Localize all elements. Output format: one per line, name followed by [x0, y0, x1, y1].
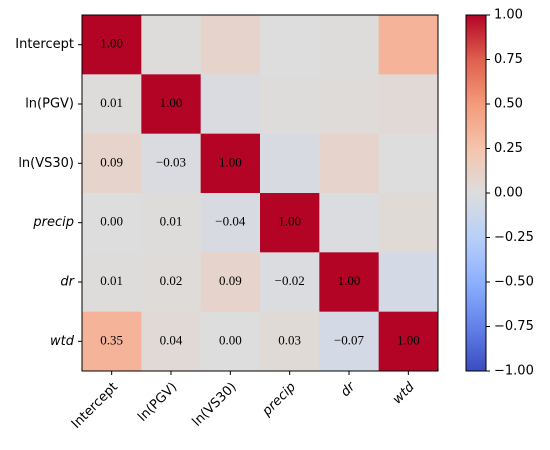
colorbar-tick-label: 0.75: [494, 52, 523, 67]
heatmap-cell: [141, 15, 202, 75]
heatmap-cell: [200, 15, 261, 75]
y-tick-label: precip: [32, 215, 74, 230]
heatmap-cell: [82, 74, 142, 135]
colorbar-tick-label: −0.50: [494, 275, 534, 290]
heatmap-cell: [260, 74, 320, 135]
heatmap-cell: [200, 311, 261, 372]
colorbar-tick-label: 0.25: [494, 141, 523, 156]
heatmap-cell: [378, 252, 439, 313]
heatmap-cell: [260, 252, 320, 313]
heatmap-cell: [141, 133, 202, 194]
cell-label: 0.00: [219, 332, 242, 347]
plot-frame: [81, 14, 439, 372]
heatmap-cell: [82, 133, 142, 194]
heatmap-cell: [319, 193, 380, 253]
x-tick-label: Intercept: [69, 380, 121, 432]
cell-label: 0.00: [100, 214, 123, 229]
x-tick-label: dr: [338, 379, 359, 400]
y-tick-label: wtd: [50, 334, 75, 349]
x-tick-label: wtd: [390, 379, 418, 407]
colorbar-tick-label: 0.00: [494, 186, 523, 201]
heatmap-cell: [82, 193, 142, 253]
colorbar-tick-label: −0.75: [494, 319, 534, 334]
heatmap-cell: [82, 311, 142, 372]
cell-label: 1.00: [160, 95, 183, 110]
cell-label: −0.02: [275, 273, 305, 288]
cell-label: 0.01: [100, 95, 123, 110]
colorbar-tick-label: −0.25: [494, 230, 534, 245]
heatmap-cell: [378, 15, 439, 75]
cell-label: 0.09: [219, 273, 242, 288]
cell-label: 0.04: [160, 332, 183, 347]
heatmap-cell: [319, 311, 380, 372]
x-tick-label: precip: [259, 380, 299, 420]
heatmap-cell: [260, 311, 320, 372]
heatmap-cell: [260, 133, 320, 194]
heatmap-cell: [378, 74, 439, 135]
heatmap-cell: [82, 252, 142, 313]
cell-label: 1.00: [219, 154, 242, 169]
heatmap-cell: [200, 193, 261, 253]
cell-label: −0.03: [156, 154, 186, 169]
cell-label: 0.03: [278, 332, 301, 347]
heatmap-cell: [319, 74, 380, 135]
x-tick-label: ln(VS30): [190, 380, 240, 430]
heatmap-cell: [141, 74, 202, 135]
cell-label: 1.00: [338, 273, 361, 288]
heatmap-cell: [319, 252, 380, 313]
colorbar-tick-label: 1.00: [494, 8, 523, 23]
heatmap-cell: [200, 74, 261, 135]
heatmap-cell: [319, 133, 380, 194]
y-tick-label: ln(VS30): [18, 156, 74, 171]
cell-label: 0.09: [100, 154, 123, 169]
heatmap-cell: [378, 311, 439, 372]
y-tick-label: Intercept: [15, 37, 74, 52]
cell-label: 1.00: [100, 36, 123, 51]
heatmap-cell: [141, 252, 202, 313]
colorbar-tick-label: 0.50: [494, 97, 523, 112]
heatmap-cell: [378, 133, 439, 194]
cell-label: 0.35: [100, 332, 123, 347]
heatmap-cell: [141, 193, 202, 253]
cell-label: −0.07: [334, 332, 365, 347]
cell-label: 1.00: [278, 214, 301, 229]
heatmap-cell: [260, 15, 320, 75]
cell-label: −0.04: [215, 214, 246, 229]
heatmap-cell: [82, 15, 142, 75]
heatmap-cell: [200, 252, 261, 313]
cell-label: 0.01: [160, 214, 183, 229]
cell-label: 0.02: [160, 273, 183, 288]
cell-label: 0.01: [100, 273, 123, 288]
heatmap-cell: [378, 193, 439, 253]
heatmap-cell: [319, 15, 380, 75]
x-tick-label: ln(PGV): [135, 380, 180, 425]
heatmap-cell: [260, 193, 320, 253]
y-tick-label: dr: [60, 275, 75, 290]
heatmap-cell: [200, 133, 261, 194]
heatmap-cell: [141, 311, 202, 372]
colorbar-tick-label: −1.00: [494, 364, 534, 379]
cell-label: 1.00: [397, 332, 420, 347]
y-tick-label: ln(PGV): [25, 97, 74, 112]
colorbar: [465, 14, 487, 372]
